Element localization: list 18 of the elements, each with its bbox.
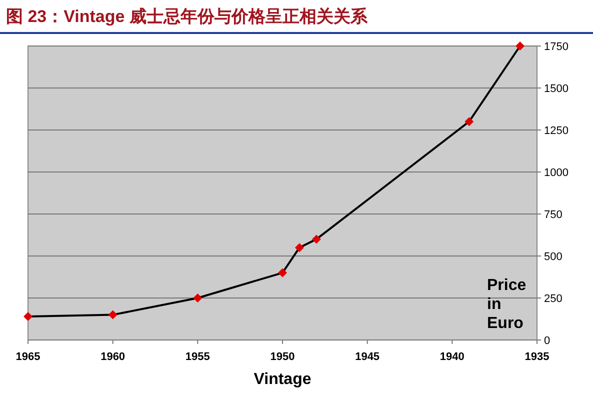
xtick: 1960 xyxy=(100,351,126,363)
ytick: 1250 xyxy=(544,125,568,137)
ytick: 1500 xyxy=(544,83,568,95)
xlabel: Vintage xyxy=(254,371,312,388)
ytick: 500 xyxy=(544,251,562,263)
ytick: 1000 xyxy=(544,167,568,179)
ytick: 0 xyxy=(544,335,550,347)
ytick: 1750 xyxy=(544,41,568,53)
xtick: 1935 xyxy=(524,351,550,363)
xtick: 1955 xyxy=(185,351,210,363)
ytick: 750 xyxy=(544,209,562,221)
title: 图 23：Vintage 威士忌年份与价格呈正相关关系 xyxy=(6,7,368,26)
xtick: 1950 xyxy=(270,351,295,363)
xtick: 1945 xyxy=(355,351,380,363)
xtick: 1940 xyxy=(440,351,464,363)
ylabel: Price in Euro xyxy=(487,277,526,332)
xtick: 1965 xyxy=(16,351,40,363)
ytick: 250 xyxy=(544,293,562,305)
